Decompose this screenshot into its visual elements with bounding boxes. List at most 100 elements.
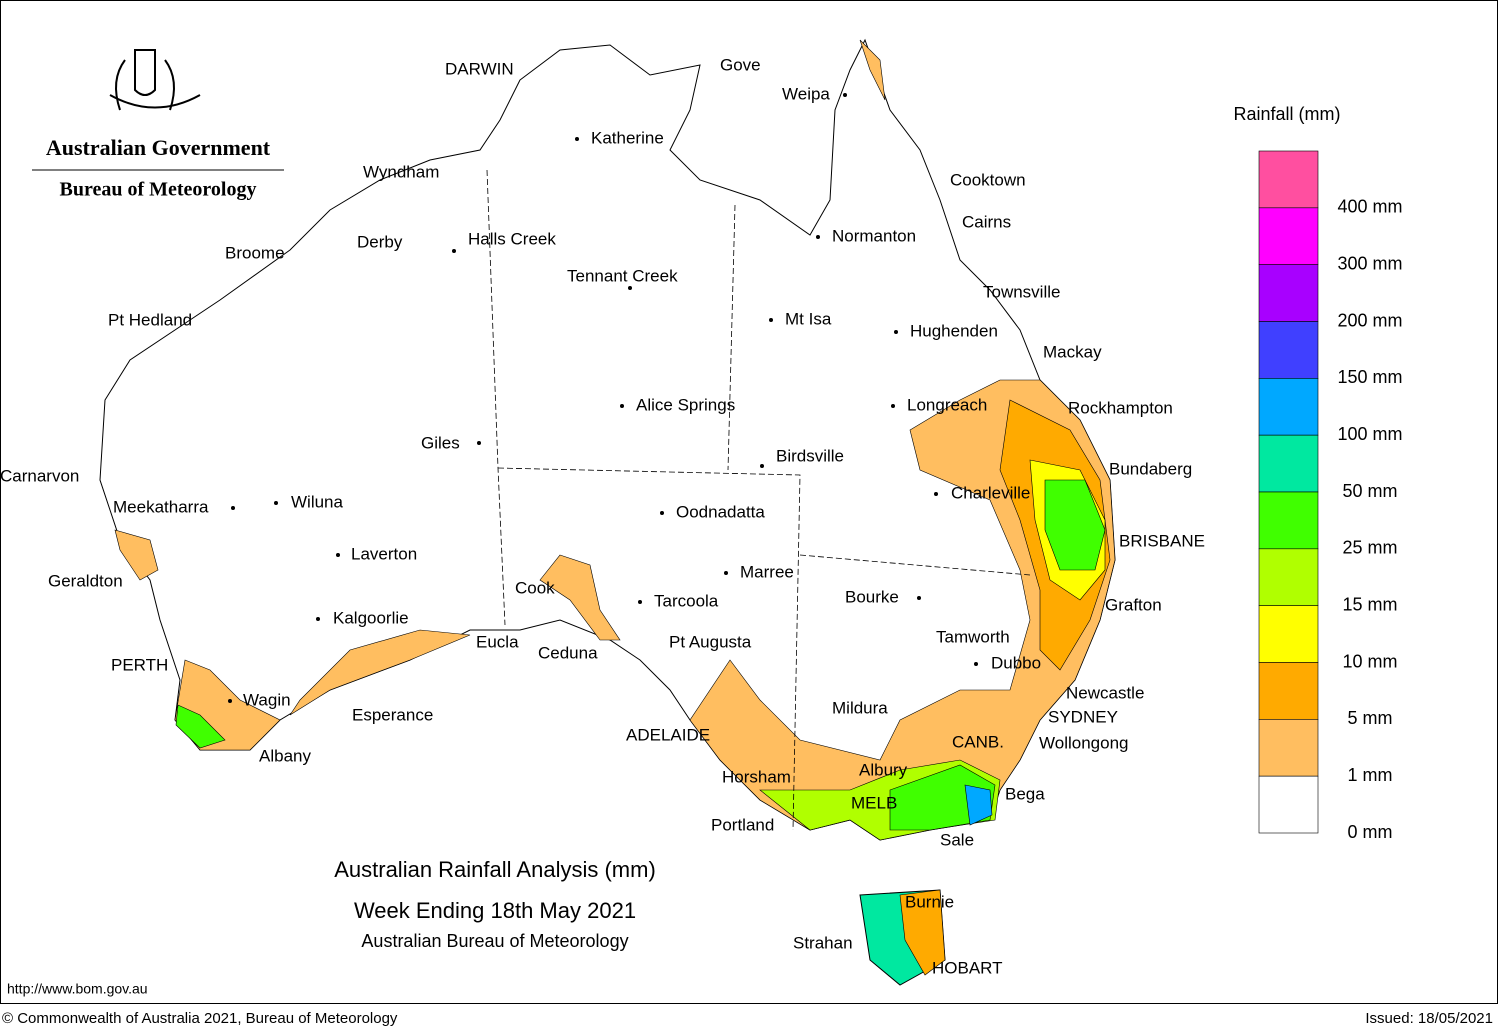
legend-swatch — [1258, 605, 1319, 663]
place-label: ADELAIDE — [626, 725, 710, 744]
place-label: Dubbo — [991, 653, 1041, 672]
legend-swatch — [1258, 719, 1319, 777]
map-subtitle: Week Ending 18th May 2021 — [354, 898, 636, 923]
logo-line2: Bureau of Meteorology — [59, 179, 256, 201]
place-label: Cooktown — [950, 170, 1026, 189]
place-label: SYDNEY — [1048, 707, 1118, 726]
legend-label: 5 mm — [1348, 708, 1393, 728]
legend-swatch — [1258, 434, 1319, 493]
place-dot — [917, 596, 921, 600]
place-label: Townsville — [983, 282, 1060, 301]
place-label: Horsham — [722, 767, 791, 786]
australia — [99, 38, 1116, 986]
place-label: Broome — [225, 243, 285, 262]
place-label: Sale — [940, 830, 974, 849]
place-label: Meekatharra — [113, 497, 209, 516]
legend-label: 25 mm — [1342, 538, 1397, 558]
legend-label: 15 mm — [1342, 594, 1397, 614]
place-label: Mildura — [832, 698, 888, 717]
place-label: Longreach — [907, 395, 987, 414]
legend-swatch — [1258, 150, 1319, 209]
place-dot — [760, 464, 764, 468]
place-label: Geraldton — [48, 571, 123, 590]
legend-label: 10 mm — [1342, 651, 1397, 671]
url: http://www.bom.gov.au — [7, 981, 148, 997]
place-label: Mackay — [1043, 342, 1102, 361]
place-dot — [274, 501, 278, 505]
place-label: Ceduna — [538, 643, 598, 662]
place-label: Gove — [720, 55, 761, 74]
place-dot — [477, 441, 481, 445]
place-label: PERTH — [111, 655, 168, 674]
legend-label: 400 mm — [1337, 197, 1402, 217]
place-label: Pt Augusta — [669, 632, 752, 651]
place-dot — [816, 235, 820, 239]
place-label: BRISBANE — [1119, 531, 1205, 550]
place-label: Pt Hedland — [108, 310, 192, 329]
place-dot — [660, 511, 664, 515]
place-label: Albany — [259, 746, 311, 765]
place-label: DARWIN — [445, 59, 514, 78]
place-label: Newcastle — [1066, 683, 1144, 702]
place-label: Giles — [421, 433, 460, 452]
place-label: Cairns — [962, 212, 1011, 231]
place-label: Bundaberg — [1109, 459, 1192, 478]
place-label: Charleville — [951, 483, 1030, 502]
place-label: Oodnadatta — [676, 502, 765, 521]
place-label: Wagin — [243, 690, 291, 709]
place-label: Burnie — [905, 892, 954, 911]
legend-label: 300 mm — [1337, 253, 1402, 273]
place-label: Grafton — [1105, 595, 1162, 614]
place-dot — [452, 249, 456, 253]
place-label: Esperance — [352, 705, 433, 724]
place-label: Halls Creek — [468, 229, 556, 248]
place-label: Wollongong — [1039, 733, 1128, 752]
legend-label: 200 mm — [1337, 310, 1402, 330]
place-label: Laverton — [351, 544, 417, 563]
legend-label: 100 mm — [1337, 424, 1402, 444]
place-label: Kalgoorlie — [333, 608, 409, 627]
place-dot — [974, 662, 978, 666]
place-label: Tamworth — [936, 627, 1010, 646]
legend-label: 1 mm — [1348, 765, 1393, 785]
place-dot — [934, 492, 938, 496]
place-dot — [336, 553, 340, 557]
place-label: Hughenden — [910, 321, 998, 340]
place-label: Eucla — [476, 632, 519, 651]
copyright: © Commonwealth of Australia 2021, Bureau… — [2, 1010, 398, 1027]
place-label: Normanton — [832, 226, 916, 245]
legend-swatch — [1258, 378, 1319, 436]
place-dot — [628, 286, 632, 290]
place-dot — [228, 699, 232, 703]
place-dot — [891, 404, 895, 408]
place-dot — [575, 137, 579, 141]
place-label: Birdsville — [776, 446, 844, 465]
logo-line1: Australian Government — [46, 135, 271, 160]
legend-swatch — [1258, 321, 1319, 379]
place-label: Katherine — [591, 128, 664, 147]
place-label: Wyndham — [363, 162, 439, 181]
place-label: Rockhampton — [1068, 398, 1173, 417]
legend-label: 0 mm — [1348, 822, 1393, 842]
place-dot — [638, 600, 642, 604]
place-dot — [894, 330, 898, 334]
place-dot — [620, 404, 624, 408]
issued: Issued: 18/05/2021 — [1365, 1010, 1493, 1027]
place-dot — [724, 571, 728, 575]
place-label: Alice Springs — [636, 395, 735, 414]
legend-label: 50 mm — [1342, 481, 1397, 501]
legend-swatch — [1258, 491, 1319, 550]
legend-swatch — [1258, 207, 1319, 265]
logo-emblem — [109, 49, 201, 111]
place-dot — [316, 617, 320, 621]
place-label: Strahan — [793, 933, 853, 952]
place-label: Carnarvon — [0, 466, 79, 485]
legend-swatch — [1258, 775, 1319, 834]
place-label: Albury — [859, 760, 908, 779]
legend-swatch — [1258, 662, 1319, 720]
place-label: CANB. — [952, 732, 1004, 751]
place-dot — [231, 506, 235, 510]
place-label: HOBART — [932, 958, 1003, 977]
place-label: Tarcoola — [654, 591, 719, 610]
